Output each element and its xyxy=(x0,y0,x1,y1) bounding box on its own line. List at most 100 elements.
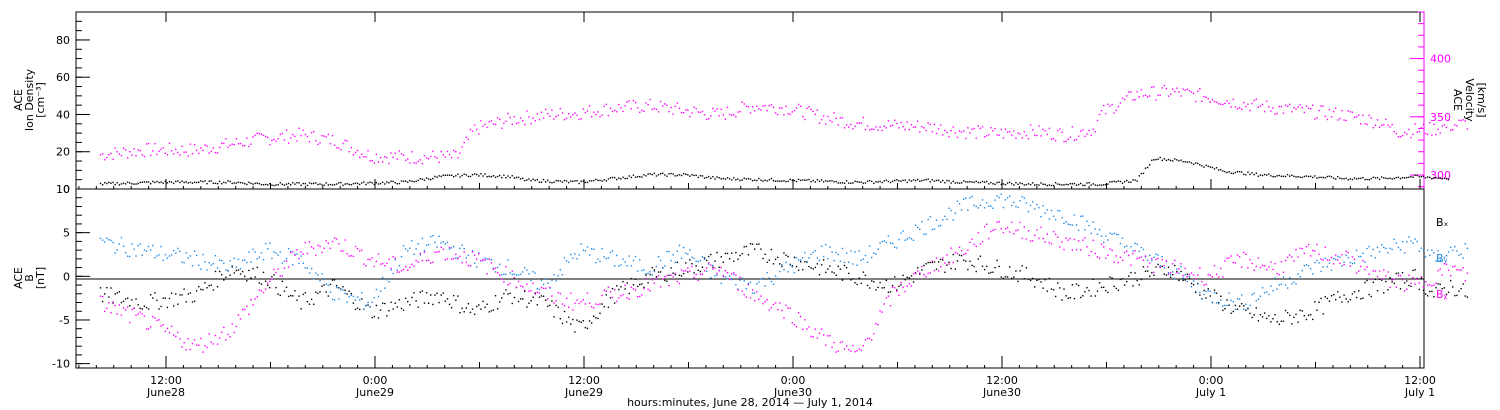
velocity-point xyxy=(599,115,601,118)
density-point xyxy=(1230,172,1232,174)
by-point xyxy=(392,272,394,275)
by-point xyxy=(1454,246,1456,248)
bz-point xyxy=(693,276,695,279)
velocity-point xyxy=(676,102,679,104)
velocity-point xyxy=(791,111,794,113)
by-point xyxy=(1103,241,1105,244)
velocity-point xyxy=(1414,123,1416,125)
density-point xyxy=(404,180,407,182)
bx-point xyxy=(645,274,647,276)
density-point xyxy=(195,181,198,184)
velocity-point xyxy=(373,162,376,164)
bx-point xyxy=(687,271,689,273)
bx-point xyxy=(567,316,570,318)
bx-point xyxy=(285,286,288,289)
bx-point xyxy=(944,271,946,273)
velocity-point xyxy=(747,105,750,108)
bz-point xyxy=(285,260,288,262)
bx-point xyxy=(1153,274,1155,276)
bx-point xyxy=(246,280,248,282)
bx-point xyxy=(250,277,252,279)
velocity-point xyxy=(1178,91,1180,93)
by-point xyxy=(1385,247,1387,250)
by-point xyxy=(526,269,528,271)
velocity-point xyxy=(774,112,777,114)
density-point xyxy=(873,182,875,185)
velocity-point xyxy=(1203,95,1205,98)
by-point xyxy=(868,245,871,247)
bz-point xyxy=(340,250,342,252)
density-point xyxy=(1036,184,1038,186)
by-point xyxy=(1387,252,1389,254)
velocity-point xyxy=(802,115,804,118)
velocity-point xyxy=(720,108,722,111)
velocity-point xyxy=(237,143,240,145)
velocity-point xyxy=(714,110,716,112)
bx-point xyxy=(185,301,187,303)
bx-point xyxy=(559,317,562,320)
bz-point xyxy=(356,248,359,250)
by-point xyxy=(753,292,756,294)
bx-point xyxy=(812,268,814,270)
density-point xyxy=(728,178,731,180)
density-point xyxy=(1433,177,1435,179)
bx-point xyxy=(499,301,501,303)
bx-point xyxy=(977,258,980,260)
velocity-point xyxy=(764,104,766,107)
by-point xyxy=(622,258,624,260)
density-point xyxy=(427,178,430,180)
velocity-point xyxy=(618,103,620,106)
by-point xyxy=(335,286,338,289)
velocity-point xyxy=(841,117,844,119)
velocity-point xyxy=(1113,112,1115,114)
velocity-point xyxy=(766,110,768,112)
velocity-point xyxy=(254,134,256,136)
bz-point xyxy=(597,303,599,306)
density-point xyxy=(225,182,227,184)
by-point xyxy=(848,261,850,264)
density-point xyxy=(338,182,340,184)
velocity-point xyxy=(298,127,300,129)
velocity-point xyxy=(1146,96,1149,98)
bx-point xyxy=(743,246,745,248)
velocity-point xyxy=(290,137,292,139)
bz-point xyxy=(1351,256,1354,258)
bz-point xyxy=(720,266,722,269)
bz-point xyxy=(1084,237,1086,239)
bz-point xyxy=(1401,279,1404,281)
velocity-point xyxy=(450,156,453,159)
field-tick-label: 10 xyxy=(56,183,70,196)
bz-point xyxy=(1297,256,1299,258)
bx-point xyxy=(843,264,846,267)
bx-point xyxy=(1126,280,1128,283)
by-point xyxy=(626,264,628,267)
by-point xyxy=(904,239,906,242)
by-point xyxy=(1167,272,1170,274)
bz-point xyxy=(862,344,865,347)
density-point xyxy=(503,174,505,176)
bz-point xyxy=(469,265,472,267)
density-point xyxy=(1276,175,1278,177)
velocity-point xyxy=(198,152,200,155)
bx-point xyxy=(394,302,396,304)
bx-point xyxy=(1397,272,1400,274)
density-point xyxy=(298,182,300,184)
bx-point xyxy=(415,300,417,302)
bx-point xyxy=(883,287,885,289)
velocity-point xyxy=(536,113,539,115)
by-point xyxy=(1433,252,1435,254)
by-point xyxy=(1431,249,1433,251)
bz-point xyxy=(1182,274,1184,277)
bz-point xyxy=(590,305,593,308)
date-tick-label: June30 xyxy=(982,386,1021,399)
bx-point xyxy=(651,266,653,269)
velocity-point xyxy=(1075,138,1078,141)
by-point xyxy=(189,255,192,257)
density-point xyxy=(760,179,762,182)
velocity-point xyxy=(214,151,217,154)
by-point xyxy=(1416,240,1418,243)
velocity-point xyxy=(710,115,712,117)
by-point xyxy=(751,292,754,294)
velocity-point xyxy=(1140,89,1143,91)
bz-point xyxy=(536,291,539,294)
